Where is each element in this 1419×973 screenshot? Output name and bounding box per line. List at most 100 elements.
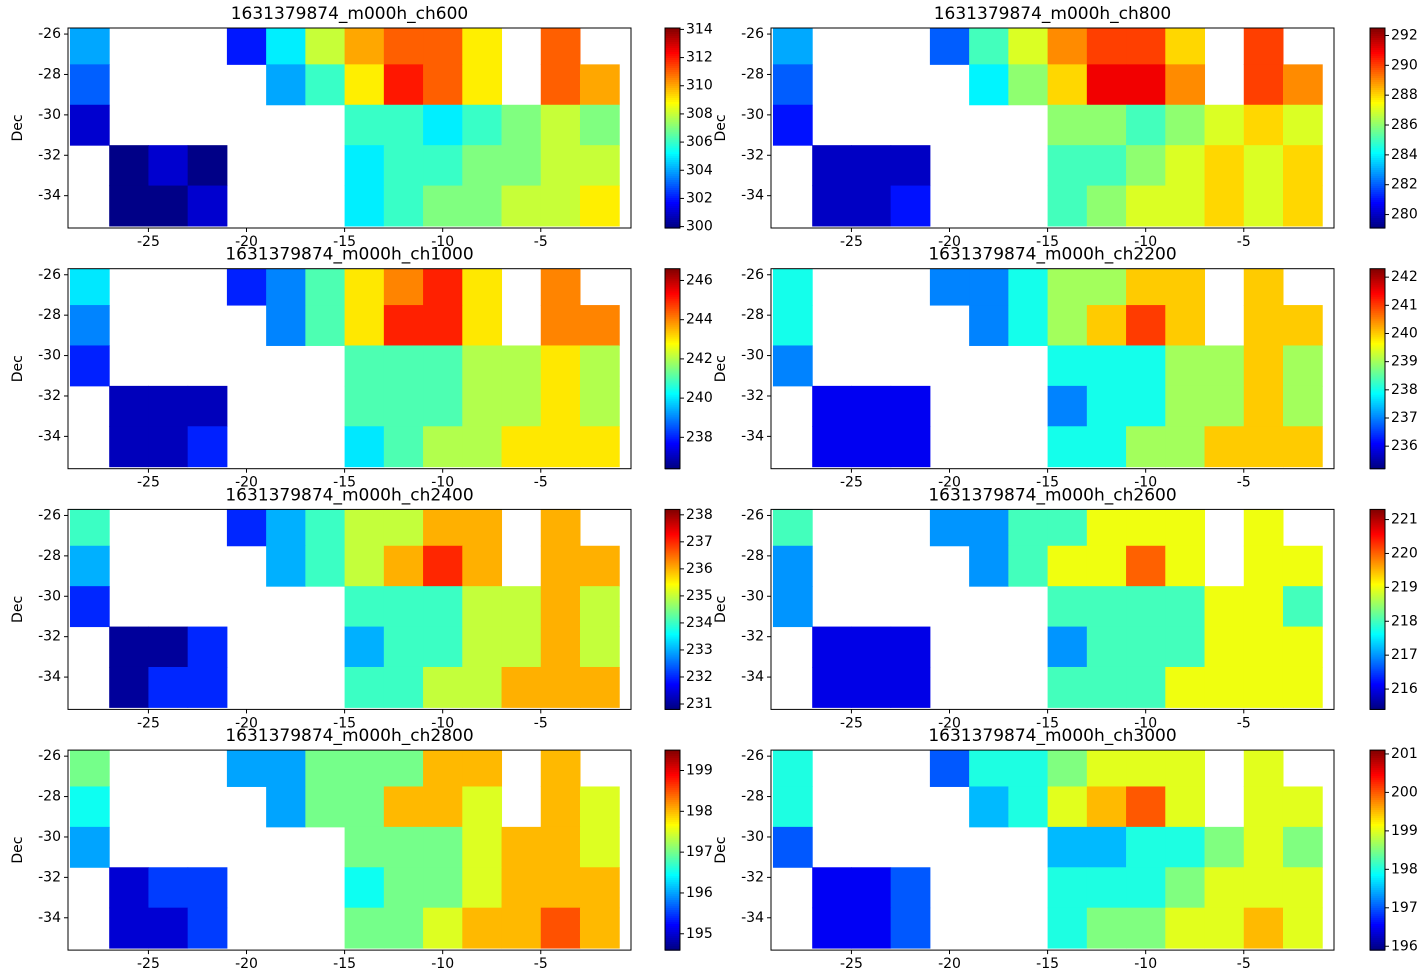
colorbar-segment [665,872,680,875]
colorbar-segment [1370,565,1385,568]
colorbar-segment [665,613,680,616]
colorbar-segment [1370,846,1385,849]
colorbar-segment [1370,134,1385,137]
heatmap-cell [1126,64,1166,106]
x-tick-label: -5 [534,475,548,491]
colorbar-segment [665,400,680,404]
colorbar-segment [1370,66,1385,69]
colorbar-segment [1370,880,1385,883]
colorbar-segment [1370,212,1385,215]
colorbar-segment [1370,50,1385,53]
colorbar-segment [1370,96,1385,99]
colorbar-segment [1370,202,1385,205]
colorbar-tick-label: 199 [1391,823,1418,839]
heatmap-cell [969,28,1009,65]
y-tick-label: -34 [741,188,764,204]
heatmap-cell [1126,786,1166,828]
heatmap-cell [969,750,1009,787]
colorbar-segment [665,202,680,205]
colorbar-tick-label: 306 [686,134,713,150]
heatmap-cell [1047,545,1088,587]
colorbar-segment [665,58,680,61]
colorbar-segment [1370,370,1385,374]
colorbar-segment [1370,623,1385,626]
colorbar-segment [1370,306,1385,310]
colorbar-segment [1370,910,1385,913]
colorbar-segment [1370,611,1385,614]
colorbar-segment [1370,166,1385,169]
colorbar-segment [665,64,680,67]
heatmap-cell [1165,305,1206,346]
x-tick-label: -20 [235,475,258,491]
heatmap-cell [423,305,463,346]
colorbar-segment [665,886,680,889]
colorbar-segment [665,619,680,622]
colorbar-segment [1370,276,1385,280]
colorbar-segment [665,816,680,819]
colorbar-segment [665,168,680,171]
colorbar-tick-label: 233 [686,642,713,658]
colorbar-segment [1370,328,1385,332]
colorbar-segment [1370,687,1385,690]
colorbar-segment [1370,948,1385,951]
colorbar-segment [1370,826,1385,829]
heatmap-cell [148,867,189,909]
heatmap-cell [423,666,463,708]
colorbar-segment [665,418,680,422]
colorbar-segment [665,904,680,907]
colorbar-tick-label: 314 [686,21,713,37]
colorbar-segment [665,326,680,330]
heatmap-cell [1086,64,1127,106]
colorbar-segment [1370,186,1385,189]
colorbar-segment [1370,677,1385,680]
colorbar-segment [1370,890,1385,893]
colorbar-segment [1370,792,1385,795]
colorbar-segment [665,410,680,414]
heatmap-cell [579,626,620,668]
colorbar-segment [1370,32,1385,35]
colorbar-segment [1370,40,1385,43]
heatmap-cell [812,666,852,708]
colorbar-segment [665,525,680,528]
colorbar-segment [1370,54,1385,57]
heatmap-cell [1086,750,1127,787]
colorbar-segment [1370,689,1385,692]
heatmap-cell [462,345,503,387]
heatmap-cell [1243,786,1284,828]
colorbar-segment [665,697,680,700]
heatmap-cell [1126,104,1166,146]
colorbar-segment [1370,88,1385,91]
colorbar-segment [1370,617,1385,620]
colorbar-segment [665,330,680,334]
colorbar-segment [1370,344,1385,348]
x-tick-label: -25 [137,715,160,731]
heatmap-cell [1126,626,1166,668]
colorbar-segment [665,657,680,660]
y-axis-label: Dec [713,114,729,141]
colorbar-segment [665,818,680,821]
heatmap-cell [462,28,503,65]
y-tick-label: -26 [741,26,764,42]
colorbar-segment [665,623,680,626]
colorbar-segment [665,549,680,552]
heatmap-cell [540,626,581,668]
colorbar-segment [1370,458,1385,462]
heatmap-cell [266,305,306,346]
colorbar-segment [1370,597,1385,600]
y-tick-label: -32 [741,388,764,404]
colorbar-tick-label: 240 [686,390,713,406]
colorbar-segment [665,637,680,640]
colorbar-segment [665,402,680,406]
heatmap-cell [1126,28,1166,65]
colorbar-segment [665,322,680,326]
colorbar-segment [1370,376,1385,380]
colorbar-tick-label: 234 [686,615,713,631]
colorbar-segment [1370,386,1385,390]
heatmap-cell [305,305,346,346]
heatmap-cell [423,750,463,787]
colorbar-segment [1370,762,1385,765]
colorbar-segment [665,104,680,107]
colorbar-segment [665,222,680,225]
colorbar-segment [1370,44,1385,47]
colorbar-segment [1370,651,1385,654]
